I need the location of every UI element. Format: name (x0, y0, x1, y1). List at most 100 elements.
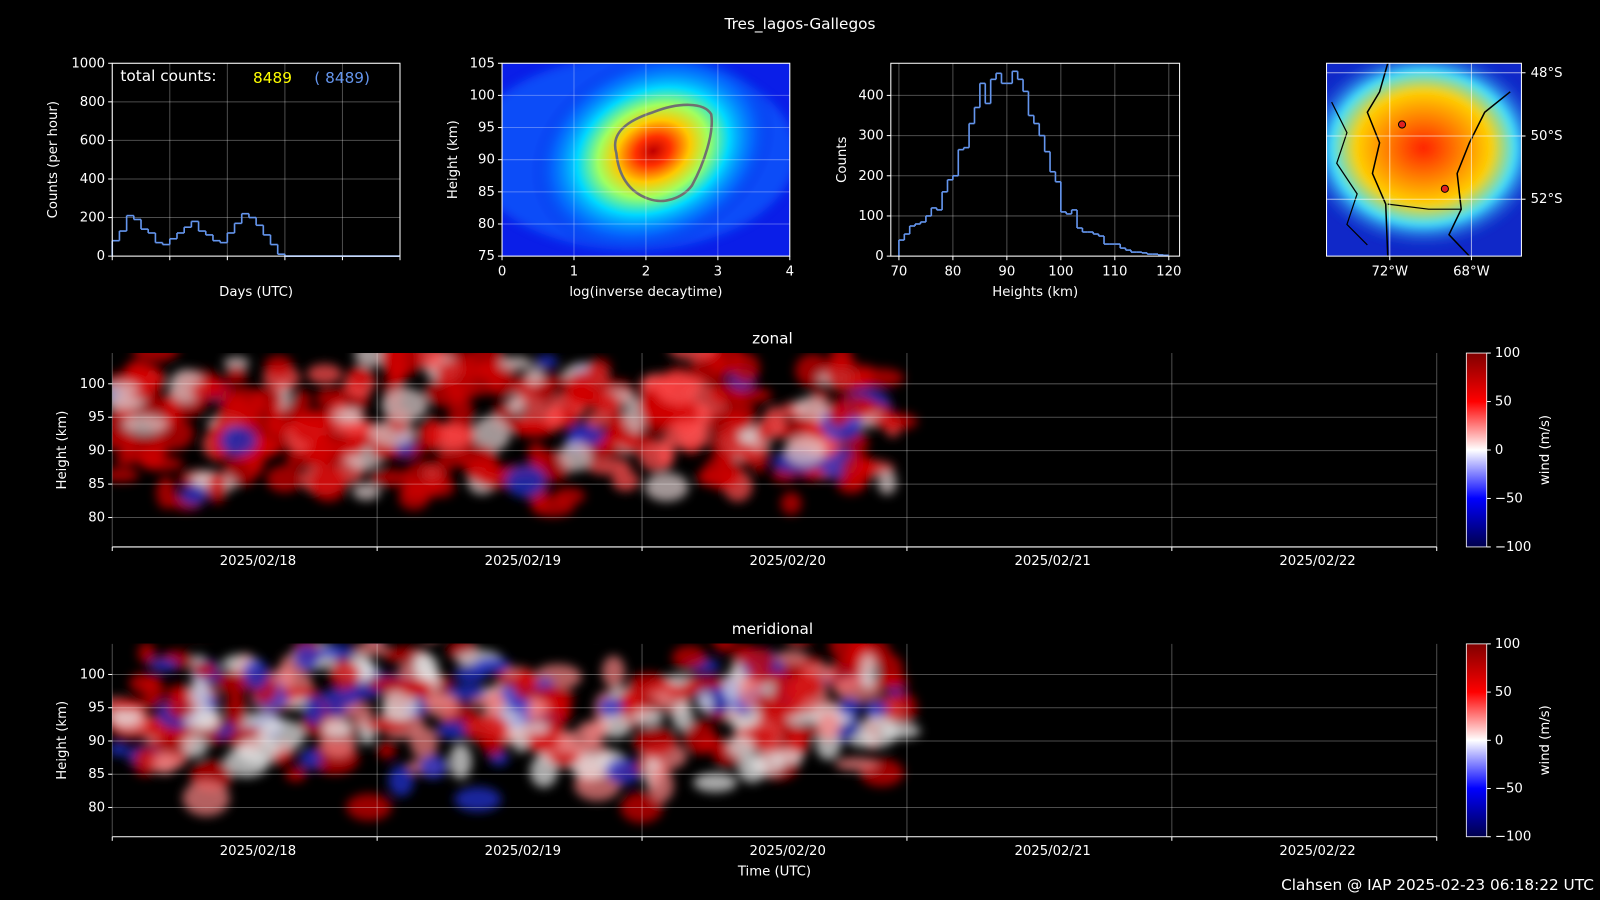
wind-cell (644, 472, 689, 502)
wind-cell (219, 426, 257, 456)
wind-cell (156, 476, 176, 509)
y-tick-label: 400 (858, 88, 883, 103)
y-tick-label: 1000 (71, 56, 105, 71)
wind-cell (346, 793, 392, 821)
wind-cell (112, 381, 140, 396)
y-axis-label: Counts (per hour) (46, 101, 61, 218)
y-axis-label: Counts (835, 136, 850, 182)
wind-cell (449, 743, 472, 780)
wind-cell (120, 434, 168, 464)
y-tick-label: 90 (478, 153, 495, 168)
wind-cell (648, 767, 674, 803)
x-tick-label: 100 (1048, 264, 1073, 279)
wind-cell (878, 653, 903, 687)
wind-cell (137, 643, 156, 664)
colorbar (1465, 643, 1488, 838)
wind-cell (671, 701, 694, 731)
y-tick-label: 0 (875, 249, 883, 264)
wind-cell (191, 661, 218, 679)
wind-cell (280, 686, 321, 699)
figure-title: Tres_lagos-Gallegos (724, 15, 876, 34)
wind-cell (526, 721, 549, 735)
colorbar (1465, 352, 1488, 548)
wind-cell (454, 786, 502, 812)
wind-cell (602, 655, 625, 689)
wind-cell (112, 467, 140, 483)
axes-frame (111, 62, 401, 257)
wind-cell (507, 420, 554, 435)
axes-frame (1326, 62, 1522, 257)
x-tick-label: 2025/02/21 (1014, 554, 1090, 569)
wind-cell (181, 734, 208, 758)
wind-cell (731, 387, 773, 404)
footer: Clahsen @ IAP 2025-02-23 06:18:22 UTC (1281, 876, 1594, 894)
y-tick-label: 200 (80, 211, 105, 226)
wind-cell (830, 394, 878, 419)
wind-cell (354, 353, 388, 368)
x-tick-label: 2025/02/21 (1014, 844, 1090, 859)
panel-title: meridional (732, 620, 814, 638)
wind-cell (466, 353, 506, 375)
wind-cell (586, 457, 632, 475)
colorbar-tick-label: 50 (1495, 685, 1512, 700)
x-tick-label: 90 (998, 264, 1015, 279)
wind-cell (462, 713, 509, 745)
y-tick-label: 95 (478, 121, 495, 136)
wind-cell (789, 643, 809, 647)
wind-cell (182, 780, 230, 817)
wind-cell (121, 414, 168, 435)
y-tick-label: 100 (470, 88, 495, 103)
wind-cell (527, 441, 546, 467)
wind-cell (512, 719, 530, 754)
wind-cell (628, 672, 670, 694)
wind-cell (530, 754, 558, 788)
wind-cell (242, 658, 270, 690)
wind-cell (421, 694, 455, 708)
wind-cell (132, 746, 159, 777)
x-tick-label: 2 (642, 264, 650, 279)
wind-cell (344, 703, 374, 719)
wind-cell (871, 412, 918, 431)
wind-cell (112, 742, 129, 757)
y-tick-label: 200 (858, 169, 883, 184)
wind-cell (366, 675, 410, 693)
colorbar-tick-label: −50 (1495, 782, 1523, 797)
wind-cell (352, 643, 390, 656)
wind-cell (671, 645, 707, 670)
wind-cell (620, 791, 663, 823)
x-tick-label: 2025/02/18 (220, 554, 296, 569)
y-tick-label: 600 (80, 133, 105, 148)
wind-cell (559, 441, 593, 472)
x-tick-label: 2025/02/19 (485, 844, 561, 859)
wind-cell (352, 483, 381, 501)
wind-cell (755, 421, 777, 441)
wind-cell (453, 664, 488, 683)
wind-cell (321, 718, 353, 738)
y-tick-label: 80 (88, 511, 105, 526)
wind-cell (225, 365, 248, 384)
wind-cell (741, 647, 776, 673)
x-tick-label: 2025/02/22 (1279, 844, 1355, 859)
wind-cell (364, 718, 411, 732)
x-axis-label: Heights (km) (992, 285, 1078, 300)
wind-cell (577, 720, 610, 737)
wind-cell (588, 391, 620, 413)
wind-cell (738, 678, 761, 710)
y-axis-label: Height (km) (446, 120, 461, 199)
y-tick-label: 800 (80, 95, 105, 110)
wind-cell (783, 435, 826, 466)
wind-cell (299, 748, 323, 770)
wind-cell (191, 380, 223, 403)
wind-cell (877, 470, 897, 495)
wind-cell (656, 372, 700, 405)
wind-cell (207, 471, 227, 504)
wind-cell (531, 497, 575, 517)
wind-cell (152, 757, 177, 775)
y-tick-label: 80 (478, 217, 495, 232)
wind-cell (666, 420, 705, 450)
y-tick-label: 85 (88, 477, 105, 492)
wind-cell (727, 735, 755, 759)
wind-cell (572, 383, 590, 407)
